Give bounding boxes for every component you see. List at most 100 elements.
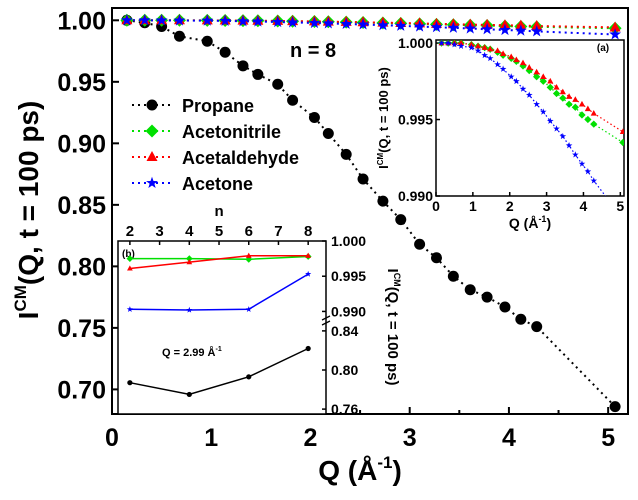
x-tick-label: 1 [469, 198, 477, 214]
n-tick-label: 8 [304, 223, 312, 240]
y-tick-label: 1.00 [57, 7, 106, 35]
data-point [395, 214, 407, 226]
data-point [271, 15, 284, 28]
data-point [287, 94, 299, 106]
data-point [201, 14, 214, 26]
data-point [173, 14, 186, 26]
y-tick-label: 0.80 [331, 362, 358, 378]
n-annotation: n = 8 [290, 40, 336, 62]
inset-a-point [584, 115, 592, 124]
x-tick-label: 5 [601, 424, 615, 452]
y-tick-label: 0.90 [57, 130, 106, 158]
inset-a-point [546, 117, 554, 124]
y-tick-label: 0.990 [331, 303, 366, 319]
inset-a-point [578, 100, 586, 107]
data-point [394, 19, 407, 31]
inset-a-plot: (a) 0 1 2 3 4 5 0.990 0.995 1.000 Q (Å-1) ICM(Q, t … [376, 35, 625, 231]
data-point [414, 238, 426, 250]
inset-a-point [474, 47, 482, 54]
inset-a-point [438, 40, 445, 46]
x-tick-label: 0 [432, 198, 440, 214]
data-point [237, 15, 249, 27]
inset-a-x-title-text: Q (Å [509, 215, 539, 231]
inset-a-point [494, 60, 501, 68]
data-point [609, 401, 621, 413]
data-point [481, 291, 493, 303]
axis-break-mark [321, 315, 331, 321]
data-point [514, 24, 527, 36]
inset-b-point [305, 345, 311, 352]
y-axis-title-end: (Q, t = 100 ps) [13, 101, 44, 285]
legend-label: Acetonitrile [182, 122, 281, 142]
inset-a-point [590, 110, 597, 116]
inset-a-x-title-sup: -1 [538, 214, 546, 224]
y-tick-label: 0.995 [331, 268, 366, 284]
legend-label: Propane [182, 96, 254, 116]
inset-a-point [565, 100, 573, 108]
inset-a-point [540, 73, 547, 79]
x-axis-title: Q (Å-1) [318, 453, 402, 486]
data-point [237, 60, 249, 72]
inset-a-point [590, 177, 598, 184]
inset-b-y-title: ICM(Q, t = 100 ps) [384, 269, 402, 386]
y-tick-label: 1.000 [331, 233, 366, 249]
data-point [201, 35, 213, 47]
inset-a-tag: (a) [597, 43, 609, 54]
x-tick-label: 3 [403, 424, 417, 452]
inset-b-point [245, 306, 252, 312]
data-point [376, 18, 389, 31]
data-point [308, 111, 320, 123]
inset-a-point [539, 108, 547, 115]
inset-a-point [578, 111, 586, 119]
inset-a-point [468, 44, 475, 51]
data-point [413, 20, 426, 32]
inset-b-y-title-text: I [384, 269, 401, 273]
n-tick-label: 6 [245, 223, 253, 240]
inset-b-q-annotation-sup: -1 [216, 346, 222, 353]
data-point [340, 148, 352, 160]
data-point [464, 22, 477, 34]
data-point [464, 284, 476, 296]
y-axis-title: ICM(Q, t = 100 ps) [11, 101, 44, 320]
inset-b-point [127, 380, 133, 386]
inset-a-point [584, 105, 591, 112]
y-tick-label: 0.84 [331, 323, 358, 339]
inset-b-series-line-3 [129, 347, 309, 396]
data-point [609, 28, 622, 40]
inset-a-point [559, 94, 567, 102]
inset-a-point [553, 125, 560, 132]
y-axis-title-text: I [13, 312, 44, 320]
x-tick-label: 1 [204, 424, 218, 452]
inset-a-point [494, 47, 501, 53]
y-tick-label: 0.80 [57, 253, 106, 281]
legend-label: Acetone [182, 174, 253, 194]
data-point [219, 46, 231, 58]
data-point [138, 14, 151, 26]
data-point [357, 173, 369, 185]
x-tick-label: 2 [304, 424, 318, 452]
y-tick-label: 0.995 [398, 112, 433, 128]
data-point [499, 301, 511, 313]
inset-a-point [565, 93, 573, 99]
y-axis-title-sup: CM [11, 285, 30, 311]
y-tick-label: 1.000 [398, 35, 433, 51]
inset-a-point [487, 45, 494, 52]
y-tick-label: 0.76 [331, 401, 358, 417]
data-point [357, 18, 369, 30]
data-point [609, 21, 621, 32]
inset-a-point [552, 89, 561, 98]
n-tick-label: 5 [215, 223, 223, 240]
data-point [322, 17, 335, 29]
inset-a-point [451, 41, 458, 48]
inset-a-point [578, 160, 586, 167]
inset-a-frame [435, 39, 625, 197]
inset-a-point [546, 83, 554, 92]
data-point [377, 195, 389, 207]
data-point [272, 78, 284, 90]
inset-a-point [571, 103, 579, 111]
inset-a-point [572, 151, 579, 158]
inset-a-y-title: ICM(Q, t = 100 ps) [376, 67, 391, 169]
legend-marker [146, 176, 158, 189]
inset-a-series-group [437, 40, 624, 196]
inset-b-point [126, 255, 134, 262]
